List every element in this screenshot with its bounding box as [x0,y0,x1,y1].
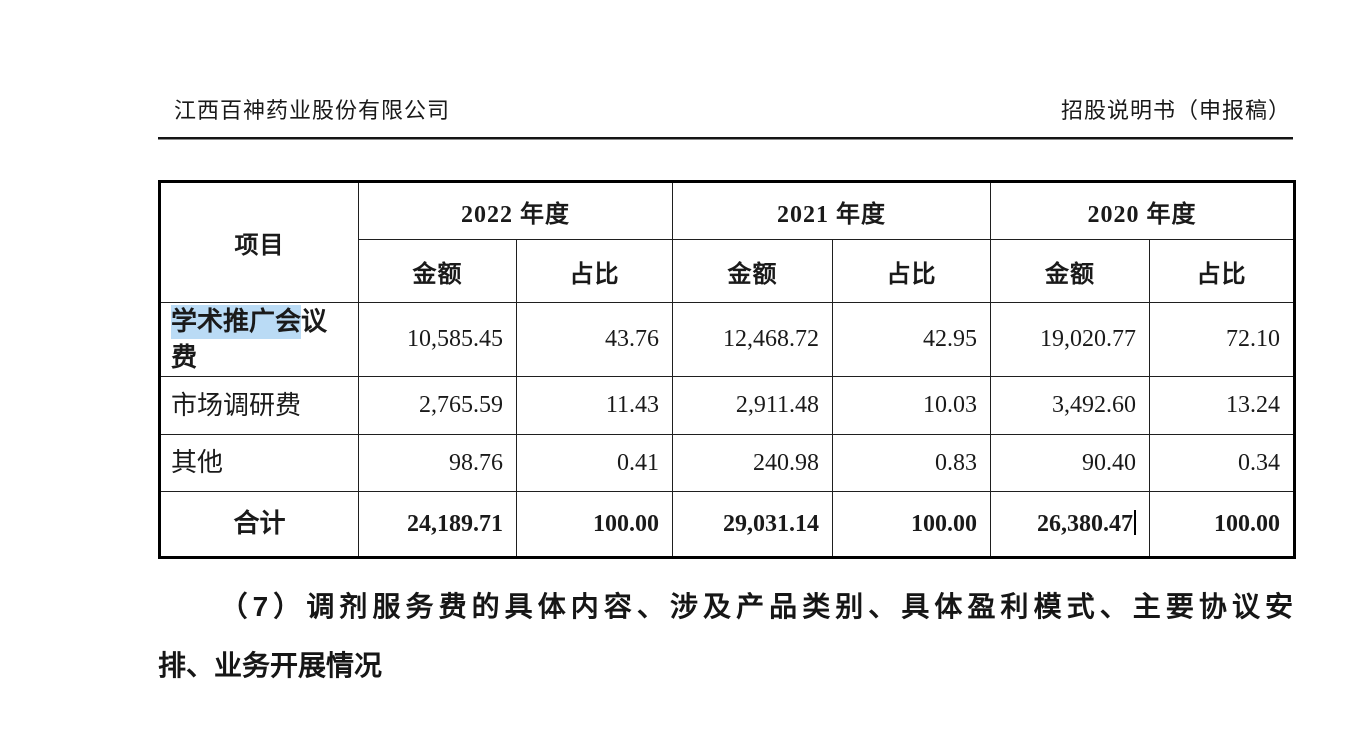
row-label-market-research: 市场调研费 [159,376,359,435]
row-label-other: 其他 [159,434,359,492]
table-cell: 240.98 [672,434,833,492]
table-cell: 24,189.71 [358,491,517,558]
paragraph-line-2: 排、业务开展情况 [158,650,383,681]
text-selection-highlight: 学术推广会 [171,304,302,339]
table-cell: 98.76 [358,434,517,492]
col-header-2022: 2022 年度 [358,181,673,240]
table-row-total: 合计 24,189.71 100.00 29,031.14 100.00 26,… [159,491,1295,558]
table-header-years-row: 项目 2022 年度 2021 年度 2020 年度 [159,181,1295,303]
row-label-rest: 议费 [171,306,328,372]
total-2020-amount: 26,380.47 [1037,511,1133,537]
col-header-2021: 2021 年度 [672,181,991,240]
table-cell: 12,468.72 [672,302,833,377]
table-cell: 0.34 [1149,434,1295,492]
table-cell: 0.41 [516,434,673,492]
paragraph-line-1: （7）调剂服务费的具体内容、涉及产品类别、具体盈利模式、主要协议安 [219,591,1293,622]
row-label-total: 合计 [159,491,359,558]
page-header: 江西百神药业股份有限公司 招股说明书（申报稿） [158,0,1293,137]
subheader-ratio-2022: 占比 [516,239,673,303]
table-cell: 10.03 [832,376,991,435]
col-header-2020: 2020 年度 [990,181,1295,240]
paragraph-heading: （7）调剂服务费的具体内容、涉及产品类别、具体盈利模式、主要协议安 排、业务开展… [158,577,1293,695]
document-title: 招股说明书（申报稿） [1060,98,1291,123]
text-cursor [1134,510,1136,535]
table-cell: 100.00 [1149,491,1295,558]
table-cell: 19,020.77 [990,302,1150,377]
table-cell: 100.00 [516,491,673,558]
table-cell: 2,911.48 [672,376,833,435]
table-row-other: 其他 98.76 0.41 240.98 0.83 90.40 0.34 [159,434,1295,492]
table-cell: 72.10 [1149,302,1295,377]
table-cell: 90.40 [990,434,1150,492]
table-cell: 13.24 [1149,376,1295,435]
row-label-academic-promotion: 学术推广会议费 [159,302,359,377]
table-cell: 0.83 [832,434,991,492]
table-cell: 11.43 [516,376,673,435]
table-cell: 100.00 [832,491,991,558]
subheader-amount-2020: 金额 [990,239,1150,303]
subheader-ratio-2020: 占比 [1149,239,1295,303]
page-content: 江西百神药业股份有限公司 招股说明书（申报稿） 项目 2022 年度 2021 … [158,0,1296,695]
table-row-market-research: 市场调研费 2,765.59 11.43 2,911.48 10.03 3,49… [159,376,1295,435]
subheader-amount-2021: 金额 [672,239,833,303]
table-cell: 3,492.60 [990,376,1150,435]
company-name: 江西百神药业股份有限公司 [174,98,451,123]
table-cell: 10,585.45 [358,302,517,377]
header-rule [158,137,1293,140]
table-cell: 43.76 [516,302,673,377]
expense-table: 项目 2022 年度 2021 年度 2020 年度 金额 占比 金额 占比 金… [158,180,1296,559]
table-cell-with-cursor: 26,380.47 [990,491,1150,558]
table-cell: 2,765.59 [358,376,517,435]
table-cell: 42.95 [832,302,991,377]
col-header-item: 项目 [159,181,359,303]
subheader-amount-2022: 金额 [358,239,517,303]
subheader-ratio-2021: 占比 [832,239,991,303]
table-row-academic-promotion: 学术推广会议费 10,585.45 43.76 12,468.72 42.95 … [159,302,1295,377]
table-cell: 29,031.14 [672,491,833,558]
